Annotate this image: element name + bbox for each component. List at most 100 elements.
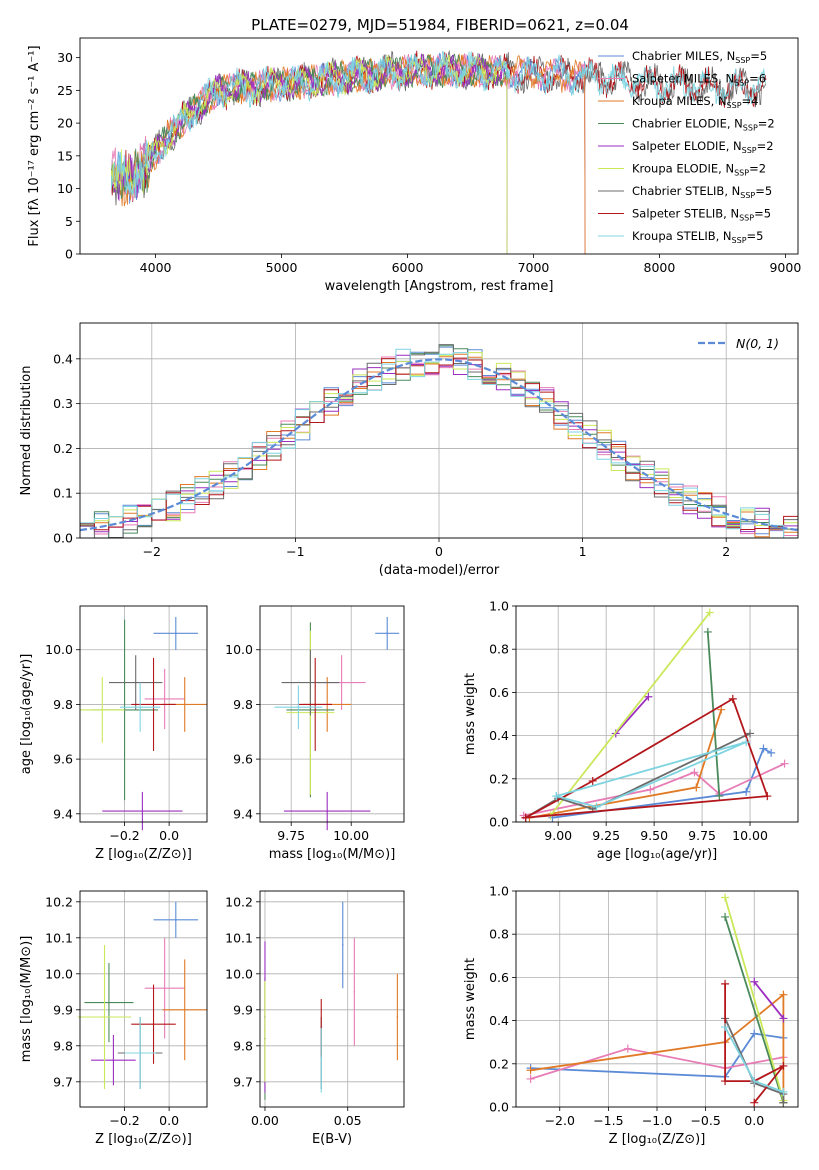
weight-marker-chabrier-miles bbox=[759, 744, 768, 753]
age-vs-Z-frame bbox=[79, 605, 208, 823]
age-vs-Z-xtick-label: −0.2 bbox=[109, 828, 139, 843]
point-chabrier-stelib bbox=[134, 681, 137, 684]
mass-vs-Z-ytick-label: 9.9 bbox=[53, 1002, 73, 1017]
residual-histogram-ylabel: Normed distribution bbox=[19, 366, 34, 496]
spectrum-ytick-label: 15 bbox=[57, 148, 73, 163]
spectrum-xtick-label: 9000 bbox=[769, 260, 801, 275]
age-vs-mass-xlabel: mass [log₁₀(M/M⊙)] bbox=[269, 847, 396, 862]
mass-weight-vs-Z-ytick-label: 0.4 bbox=[489, 1013, 509, 1028]
age-vs-Z-ytick-label: 9.4 bbox=[53, 806, 73, 821]
mass-weight-vs-age-ylabel: mass weight bbox=[463, 673, 478, 755]
legend-label-kroupa-miles: Kroupa MILES, NSSP=4 bbox=[632, 94, 758, 110]
mass-weight-vs-age-ytick-label: 0.6 bbox=[489, 685, 509, 700]
legend-label-chabrier-elodie: Chabrier ELODIE, NSSP=2 bbox=[632, 117, 775, 133]
spectrum-ytick-label: 30 bbox=[57, 50, 73, 65]
weight-line-kroupa-miles bbox=[530, 992, 785, 1103]
residual-histogram-ytick-label: 0.2 bbox=[53, 441, 73, 456]
weight-marker-salpeter-stelib bbox=[779, 1061, 788, 1070]
weight-line-kroupa-elodie bbox=[724, 897, 785, 1101]
age-vs-Z-ytick-label: 10.0 bbox=[45, 642, 73, 657]
residual-histogram-xlabel: (data-model)/error bbox=[379, 563, 500, 578]
weight-line-salpeter-elodie bbox=[615, 696, 650, 734]
weight-marker-salpeter-miles bbox=[623, 1044, 632, 1053]
mass-vs-EBV-ytick-label: 10.1 bbox=[225, 930, 253, 945]
weight-line-chabrier-miles bbox=[552, 747, 772, 819]
weight-line-salpeter-elodie bbox=[753, 981, 785, 1019]
mass-vs-Z-ytick-label: 10.1 bbox=[45, 930, 73, 945]
point-chabrier-miles bbox=[341, 944, 344, 946]
point-chabrier-stelib bbox=[309, 681, 312, 684]
mass-weight-vs-Z-ytick-label: 0.6 bbox=[489, 970, 509, 985]
age-vs-Z-ytick-label: 9.8 bbox=[53, 697, 73, 712]
spectrum-xtick-label: 5000 bbox=[266, 260, 298, 275]
residual-histogram-xtick-label: −1 bbox=[286, 544, 304, 559]
weight-marker-kroupa-miles bbox=[526, 1066, 535, 1075]
point-chabrier-miles bbox=[386, 632, 389, 635]
residual-histogram-ytick-label: 0.0 bbox=[53, 531, 73, 546]
weight-marker-kroupa-stelib bbox=[742, 738, 751, 747]
histogram-salpeter-stelib bbox=[80, 357, 798, 531]
weight-marker-kroupa-elodie bbox=[705, 608, 714, 617]
mass-vs-Z-xtick-label: −0.2 bbox=[109, 1113, 139, 1128]
point-salpeter-stelib bbox=[152, 1023, 155, 1025]
spectrum-ytick-label: 10 bbox=[57, 181, 73, 196]
legend-label-salpeter-elodie: Salpeter ELODIE, NSSP=2 bbox=[632, 139, 774, 155]
spectrum-line-chabrier-elodie bbox=[111, 53, 508, 255]
mass-vs-Z-frame bbox=[79, 890, 208, 1108]
weight-marker-chabrier-stelib bbox=[746, 729, 755, 738]
age-vs-Z-xtick-label: 0.0 bbox=[159, 828, 179, 843]
mass-vs-EBV-ytick-label: 9.7 bbox=[233, 1074, 253, 1089]
point-chabrier-miles bbox=[175, 919, 177, 921]
spectrum-ylabel: Flux [fλ 10⁻¹⁷ erg cm⁻² s⁻¹ A⁻¹] bbox=[27, 45, 42, 246]
weight-line-kroupa-stelib bbox=[556, 741, 747, 808]
point-kroupa-stelib bbox=[297, 706, 300, 708]
age-vs-mass-xtick-label: 10.00 bbox=[333, 828, 369, 843]
point-kroupa-stelib bbox=[139, 1052, 141, 1054]
mass-weight-vs-age-xtick-label: 9.00 bbox=[544, 828, 572, 843]
point-kroupa-stelib bbox=[139, 706, 141, 708]
weight-marker-chabrier-elodie bbox=[703, 627, 712, 636]
data-layer bbox=[77, 49, 799, 1107]
point-kroupa-miles bbox=[183, 1009, 186, 1011]
mass-weight-vs-age-frame bbox=[515, 605, 799, 823]
point-kroupa-stelib bbox=[320, 1059, 323, 1061]
weight-marker-salpeter-miles bbox=[690, 768, 699, 777]
point-salpeter-miles bbox=[353, 991, 356, 993]
mass-weight-vs-Z-xlabel: Z [log₁₀(Z/Z⊙)] bbox=[609, 1132, 706, 1147]
mass-weight-vs-age-ytick-label: 1.0 bbox=[489, 599, 509, 614]
legend-label-chabrier-miles: Chabrier MILES, NSSP=5 bbox=[632, 49, 767, 65]
spectrum-ytick-label: 0 bbox=[65, 247, 73, 262]
spectrum-ytick-label: 5 bbox=[65, 214, 73, 229]
mass-vs-EBV-ytick-label: 9.8 bbox=[233, 1038, 253, 1053]
mass-vs-EBV-ytick-label: 10.2 bbox=[225, 894, 253, 909]
weight-marker-salpeter-elodie bbox=[779, 1014, 788, 1023]
mass-weight-vs-age-xtick-label: 9.75 bbox=[688, 828, 716, 843]
legend-label-salpeter-stelib: Salpeter STELIB, NSSP=5 bbox=[632, 207, 771, 223]
legend-layer: Chabrier MILES, NSSP=5 Salpeter MILES, NS… bbox=[598, 49, 779, 351]
mass-weight-vs-Z-ytick-label: 0.2 bbox=[489, 1056, 509, 1071]
mass-weight-vs-Z-ytick-label: 0.0 bbox=[489, 1100, 509, 1115]
mass-weight-vs-age-ytick-label: 0.8 bbox=[489, 642, 509, 657]
age-vs-mass-ytick-label: 9.8 bbox=[233, 697, 253, 712]
spectrum-ytick-label: 25 bbox=[57, 83, 73, 98]
point-chabrier-miles bbox=[175, 632, 177, 635]
mass-weight-vs-Z-xtick-label: −0.5 bbox=[690, 1113, 720, 1128]
histogram-salpeter-elodie bbox=[80, 354, 798, 533]
spectrum-ytick-label: 20 bbox=[57, 116, 73, 131]
weight-marker-salpeter-elodie bbox=[644, 692, 653, 701]
mass-weight-vs-age-xlabel: age [log₁₀(age/yr)] bbox=[597, 847, 718, 862]
weight-marker-salpeter-stelib bbox=[721, 1077, 730, 1086]
mass-vs-EBV-xtick-label: 0.00 bbox=[251, 1113, 279, 1128]
residual-histogram-xtick-label: 1 bbox=[579, 544, 587, 559]
weight-marker-salpeter-stelib bbox=[763, 792, 772, 801]
weight-marker-chabrier-stelib bbox=[779, 1098, 788, 1107]
point-salpeter-miles bbox=[163, 987, 166, 989]
weight-line-chabrier-elodie bbox=[706, 631, 721, 797]
point-salpeter-elodie bbox=[141, 810, 144, 812]
spectrum-xtick-label: 4000 bbox=[140, 260, 172, 275]
mass-weight-vs-Z-ytick-label: 1.0 bbox=[489, 884, 509, 899]
age-vs-Z-xlabel: Z [log₁₀(Z/Z⊙)] bbox=[95, 847, 192, 862]
weight-marker-salpeter-stelib bbox=[521, 813, 530, 822]
mass-vs-EBV-xtick-label: 0.05 bbox=[334, 1113, 362, 1128]
